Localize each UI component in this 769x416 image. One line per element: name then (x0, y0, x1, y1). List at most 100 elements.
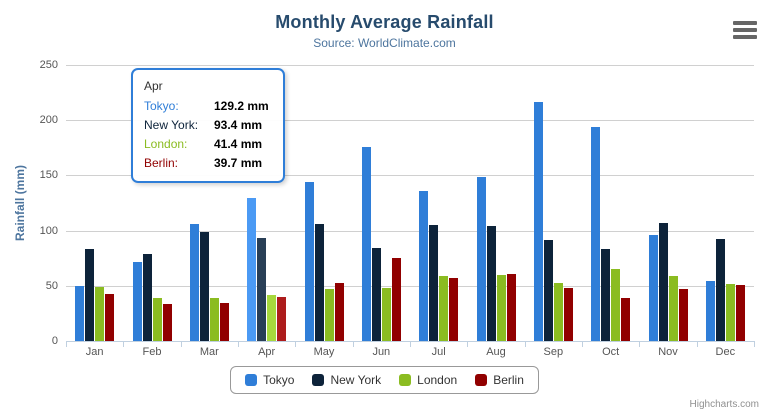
bar-berlin-aug[interactable] (506, 274, 516, 341)
legend-swatch-icon (245, 374, 258, 386)
bar-new-york-aug[interactable] (486, 226, 496, 341)
y-axis-label-0: 0 (51, 335, 58, 347)
x-axis-tick (66, 341, 67, 347)
legend-box: Tokyo New York London Berlin (230, 366, 539, 394)
x-axis-tick (582, 341, 583, 347)
tooltip-row-berlin: Berlin: 39.7 mm (144, 154, 272, 173)
bar-london-apr[interactable] (267, 295, 277, 341)
bar-tokyo-sep[interactable] (533, 102, 543, 341)
y-axis-label-250: 250 (39, 59, 58, 71)
bar-berlin-jun[interactable] (391, 258, 401, 341)
legend-label: New York (330, 373, 382, 387)
x-axis-label-oct: Oct (602, 346, 620, 358)
bar-tokyo-may[interactable] (304, 182, 314, 341)
legend-swatch-icon (475, 374, 488, 386)
x-axis-label-jan: Jan (85, 346, 104, 358)
bar-tokyo-jun[interactable] (361, 147, 371, 341)
bar-new-york-mar[interactable] (199, 232, 209, 341)
bar-berlin-feb[interactable] (162, 304, 172, 341)
bar-berlin-jan[interactable] (105, 294, 115, 341)
hamburger-menu-icon[interactable] (733, 21, 757, 39)
bar-tokyo-feb[interactable] (132, 262, 142, 341)
bar-london-feb[interactable] (152, 298, 162, 341)
x-axis-label-nov: Nov (658, 346, 678, 358)
legend-label: Berlin (493, 373, 524, 387)
chart-subtitle: Source: WorldClimate.com (313, 36, 456, 50)
bar-new-york-feb[interactable] (142, 254, 152, 341)
legend-item-new-york[interactable]: New York (312, 373, 381, 387)
bar-tokyo-dec[interactable] (705, 281, 715, 341)
tooltip: Apr Tokyo: 129.2 mm New York: 93.4 mm London… (131, 68, 285, 183)
y-axis-label-100: 100 (39, 224, 58, 237)
bar-tokyo-jul[interactable] (419, 191, 429, 341)
bar-berlin-may[interactable] (334, 283, 344, 341)
legend-swatch-icon (312, 374, 325, 386)
x-axis-label-mar: Mar (199, 346, 219, 358)
bar-berlin-apr[interactable] (277, 297, 287, 341)
gridline-250 (66, 65, 754, 66)
bar-london-jul[interactable] (439, 276, 449, 341)
x-axis-tick (123, 341, 125, 347)
tooltip-row-london: London: 41.4 mm (144, 135, 272, 154)
bar-new-york-sep[interactable] (543, 240, 553, 341)
chart-title: Monthly Average Rainfall (275, 12, 494, 32)
bar-tokyo-jan[interactable] (75, 286, 85, 341)
bar-london-aug[interactable] (496, 275, 506, 341)
legend-swatch-icon (399, 374, 412, 386)
bar-london-nov[interactable] (668, 276, 678, 341)
bar-berlin-mar[interactable] (219, 303, 229, 341)
x-axis-label-jun: Jun (372, 346, 391, 358)
legend-item-london[interactable]: London (399, 373, 457, 387)
tooltip-series-value: 41.4 mm (214, 137, 263, 151)
legend-item-berlin[interactable]: Berlin (475, 373, 524, 387)
legend-item-tokyo[interactable]: Tokyo (245, 373, 294, 387)
gridline-150 (66, 175, 754, 177)
bar-new-york-may[interactable] (314, 224, 324, 341)
bar-tokyo-oct[interactable] (591, 127, 601, 341)
x-axis-tick (238, 341, 239, 347)
x-axis-label-aug: Aug (486, 346, 506, 358)
bar-london-mar[interactable] (209, 298, 219, 341)
bar-berlin-dec[interactable] (735, 285, 745, 341)
bar-berlin-sep[interactable] (563, 288, 573, 341)
bar-tokyo-apr[interactable] (247, 198, 257, 341)
bar-new-york-jan[interactable] (85, 249, 95, 341)
bar-new-york-jul[interactable] (429, 225, 439, 341)
bar-new-york-dec[interactable] (715, 239, 725, 341)
y-axis-label-150: 150 (39, 169, 58, 182)
bar-london-dec[interactable] (725, 284, 735, 341)
x-axis-tick (295, 341, 297, 347)
x-axis-tick (696, 341, 698, 347)
bar-berlin-oct[interactable] (621, 298, 631, 341)
x-axis-label-jul: Jul (431, 346, 446, 358)
bar-tokyo-nov[interactable] (648, 235, 658, 341)
bar-london-may[interactable] (324, 289, 334, 341)
bar-london-oct[interactable] (611, 269, 621, 341)
bar-berlin-nov[interactable] (678, 289, 688, 341)
bar-new-york-oct[interactable] (601, 249, 611, 341)
tooltip-series-value: 39.7 mm (214, 156, 263, 170)
highcharts-credit-link[interactable]: Highcharts.com (689, 399, 759, 410)
bar-london-jan[interactable] (95, 287, 105, 341)
x-axis-label-may: May (313, 346, 335, 358)
bar-london-jun[interactable] (381, 288, 391, 341)
tooltip-row-tokyo: Tokyo: 129.2 mm (144, 97, 272, 116)
y-axis-label-200: 200 (39, 114, 58, 127)
bar-berlin-jul[interactable] (449, 278, 459, 341)
y-axis-title: Rainfall (mm) (13, 165, 27, 242)
x-axis-label-dec: Dec (715, 346, 736, 358)
bar-new-york-jun[interactable] (371, 248, 381, 341)
bar-new-york-apr[interactable] (257, 238, 267, 341)
x-axis-tick (352, 341, 354, 347)
bar-new-york-nov[interactable] (658, 223, 668, 341)
x-axis-label-feb: Feb (142, 346, 162, 358)
tooltip-series-value: 93.4 mm (214, 118, 263, 132)
bar-tokyo-aug[interactable] (476, 177, 486, 341)
tooltip-series-label: Tokyo: (144, 99, 179, 113)
x-axis-tick (410, 341, 411, 347)
tooltip-series-label: Berlin: (144, 156, 179, 170)
bar-london-sep[interactable] (553, 283, 563, 341)
x-axis-tick (639, 341, 641, 347)
bar-tokyo-mar[interactable] (189, 224, 199, 341)
